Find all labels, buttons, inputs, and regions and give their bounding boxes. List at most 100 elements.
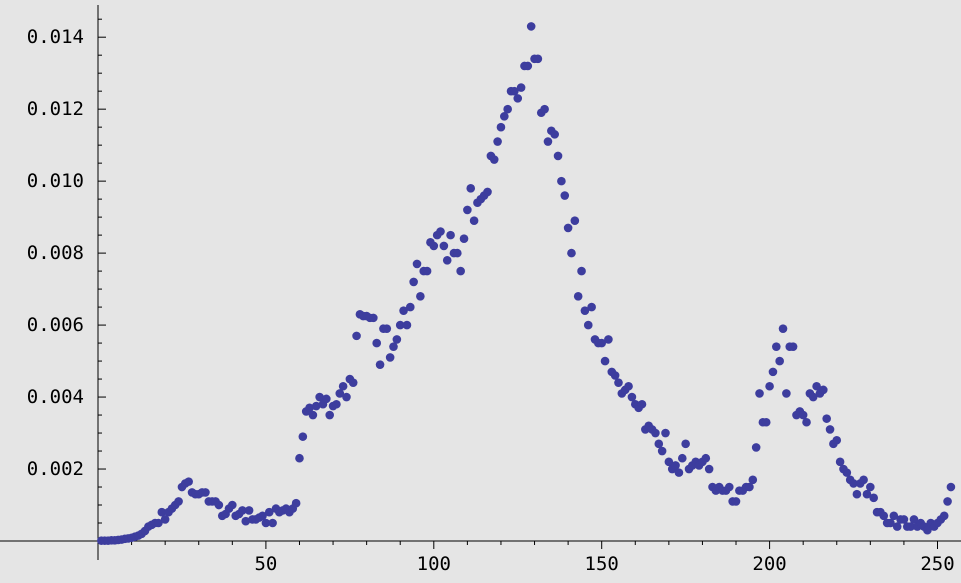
data-point — [436, 227, 445, 236]
data-point — [943, 497, 952, 506]
data-point — [597, 338, 606, 348]
data-point — [570, 216, 580, 226]
data-point — [298, 432, 308, 441]
data-point — [295, 453, 304, 463]
data-point — [567, 248, 576, 258]
data-point — [651, 428, 660, 438]
data-point — [862, 489, 872, 499]
data-point — [154, 518, 163, 528]
data-point — [557, 176, 566, 186]
data-point — [160, 515, 170, 524]
data-point — [701, 453, 711, 463]
data-point — [184, 477, 193, 486]
data-point — [782, 389, 791, 398]
data-point — [580, 306, 590, 315]
data-point — [157, 507, 167, 517]
data-point — [439, 241, 449, 251]
data-point — [526, 22, 536, 31]
data-point — [409, 277, 418, 287]
data-point — [258, 511, 267, 521]
y-tick-label: 0.006 — [27, 314, 84, 336]
data-point — [311, 401, 321, 411]
data-point — [788, 342, 798, 351]
data-point — [661, 428, 670, 438]
data-point — [550, 130, 559, 139]
x-tick-label: 150 — [585, 553, 619, 575]
y-tick-label: 0.010 — [27, 170, 84, 192]
data-point — [610, 371, 620, 380]
data-point — [775, 356, 784, 366]
data-point — [664, 457, 674, 467]
data-point — [375, 360, 385, 369]
data-point — [852, 489, 862, 499]
data-point — [533, 54, 543, 64]
data-point — [392, 335, 402, 344]
data-point — [342, 392, 351, 402]
data-point — [516, 83, 526, 92]
data-point — [352, 331, 361, 341]
data-points — [97, 22, 956, 545]
data-point — [395, 320, 405, 330]
data-point — [671, 461, 680, 470]
data-point — [583, 320, 593, 330]
data-point — [214, 500, 224, 510]
data-point — [446, 230, 455, 240]
data-point — [412, 259, 422, 269]
data-point — [523, 61, 533, 71]
data-point — [305, 403, 314, 413]
data-point — [573, 291, 583, 301]
data-point — [765, 381, 774, 391]
data-point — [563, 223, 573, 233]
data-point — [496, 122, 506, 132]
data-point — [889, 511, 899, 521]
data-point — [886, 518, 895, 528]
data-point — [332, 399, 341, 409]
data-point — [909, 515, 919, 524]
y-tick-label: 0.002 — [27, 458, 84, 480]
y-tick-label: 0.004 — [27, 386, 84, 408]
data-point — [879, 511, 889, 521]
data-point — [604, 335, 613, 344]
data-point — [677, 453, 687, 463]
data-point — [308, 410, 318, 420]
data-point — [600, 356, 610, 366]
data-point — [291, 498, 301, 508]
data-point — [503, 104, 512, 114]
data-point — [483, 187, 492, 197]
data-point — [429, 241, 439, 251]
data-point — [372, 338, 382, 348]
data-point — [892, 522, 902, 531]
data-point — [587, 302, 596, 312]
data-point — [389, 342, 398, 351]
data-point — [624, 381, 633, 391]
data-point — [614, 378, 623, 387]
axes: 50 100 150 200 250 0.002 0.004 0.006 0.008 0.010 0… — [0, 5, 961, 575]
data-point — [405, 302, 415, 312]
data-point — [560, 191, 570, 200]
data-point — [463, 205, 472, 215]
data-point — [772, 342, 781, 351]
data-point — [422, 266, 432, 276]
data-point — [798, 410, 808, 420]
data-point — [553, 151, 563, 161]
x-tick-label: 100 — [417, 553, 451, 575]
data-point — [456, 266, 465, 276]
data-point — [469, 216, 479, 226]
data-point — [244, 506, 254, 515]
data-point — [751, 443, 761, 452]
data-point — [442, 256, 452, 265]
data-point — [923, 525, 932, 535]
data-point — [808, 392, 818, 402]
data-point — [489, 155, 499, 164]
data-point — [577, 266, 586, 276]
data-point — [466, 184, 476, 193]
data-point — [869, 493, 878, 503]
data-point — [416, 291, 425, 301]
data-point — [748, 475, 758, 485]
data-point — [174, 497, 183, 506]
data-point — [761, 417, 771, 427]
data-point — [825, 425, 835, 434]
data-point — [402, 320, 412, 330]
